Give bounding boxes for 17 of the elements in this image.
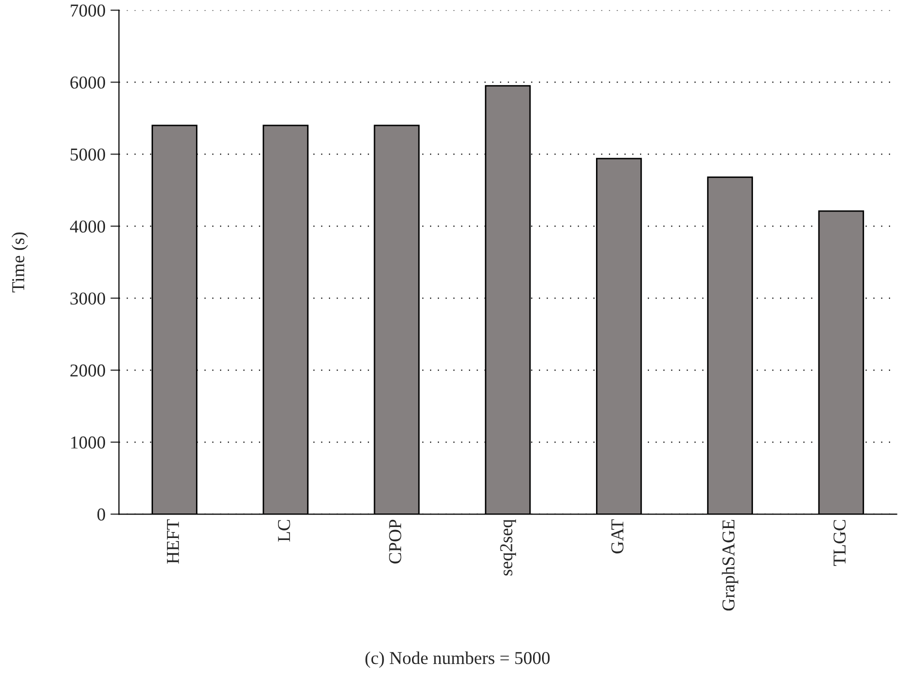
x-tick-label: HEFT [167, 519, 179, 564]
text: (c) Node numbers = 5000 [365, 651, 550, 668]
x-tick-label: LC [278, 520, 290, 542]
y-axis-title: Time (s) [12, 232, 28, 292]
y-tick-label: 3000 [70, 292, 106, 305]
x-tick-label: GAT [611, 519, 624, 554]
x-tick-label: seq2seq [500, 519, 516, 576]
x-tick-label: GraphSAGE [722, 520, 738, 611]
y-tick-label: 2000 [70, 364, 106, 377]
y-tick-label: 6000 [70, 76, 106, 89]
y-tick-label: 4000 [70, 220, 106, 233]
y-tick-label: 5000 [70, 148, 106, 161]
y-tick-label: 7000 [70, 4, 106, 17]
y-tick-label: 0 [97, 508, 106, 521]
x-tick-label: CPOP [389, 520, 402, 564]
y-tick-label: 1000 [71, 436, 106, 449]
x-tick-label: TLGC [834, 520, 846, 566]
